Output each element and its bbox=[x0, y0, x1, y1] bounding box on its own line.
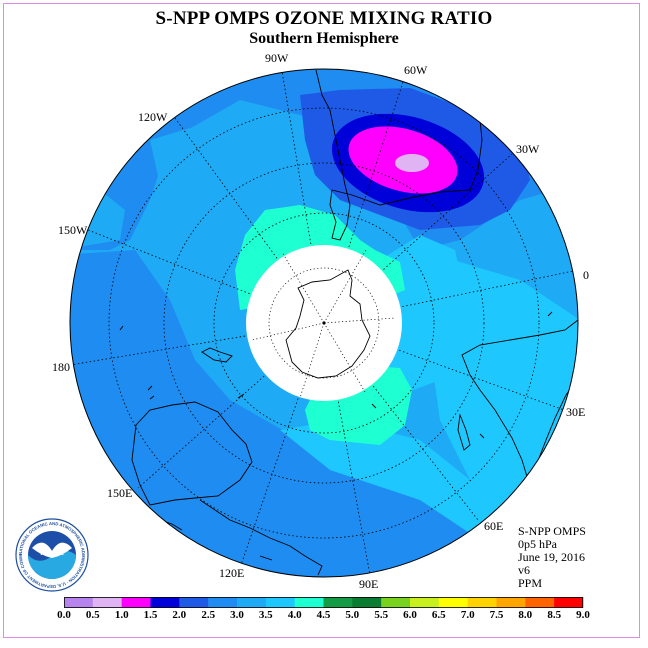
info-level: 0p5 hPa bbox=[518, 537, 557, 551]
colorbar-segment bbox=[150, 597, 180, 608]
colorbar-tick-label: 0.5 bbox=[85, 609, 100, 621]
ozone-contour-2.5-south bbox=[70, 250, 578, 577]
lon-label-30w: 30W bbox=[516, 142, 540, 156]
map-title: S-NPP OMPS OZONE MIXING RATIO bbox=[155, 8, 493, 29]
colorbar-tick-label: 4.0 bbox=[287, 609, 302, 621]
colorbar-segment bbox=[179, 597, 209, 608]
colorbar-segment bbox=[265, 597, 295, 608]
lon-label-90w: 90W bbox=[265, 51, 289, 65]
colorbar-segment bbox=[64, 597, 94, 608]
info-version: v6 bbox=[518, 563, 530, 577]
south-pole-marker bbox=[322, 321, 326, 325]
info-units: PPM bbox=[518, 576, 543, 590]
colorbar-tick-label: 2.5 bbox=[201, 609, 216, 621]
colorbar-tick-label: 1.5 bbox=[143, 609, 158, 621]
latitude-grid bbox=[108, 107, 540, 539]
noaa-logo-text: NOAA bbox=[40, 548, 64, 557]
colorbar-tick-label: 8.5 bbox=[547, 609, 562, 621]
ozone-contour-0.5 bbox=[395, 154, 429, 172]
colorbar-tick-label: 0.0 bbox=[57, 609, 71, 621]
lon-label-150w: 150W bbox=[58, 223, 88, 237]
colorbar-tick-label: 7.0 bbox=[460, 609, 475, 621]
colorbar-segment bbox=[323, 597, 353, 608]
map-subtitle: Southern Hemisphere bbox=[249, 30, 399, 47]
colorbar-tick-label: 3.5 bbox=[258, 609, 273, 621]
colorbar-tick-label: 6.5 bbox=[431, 609, 446, 621]
colorbar-segment bbox=[352, 597, 382, 608]
colorbar-segment bbox=[381, 597, 411, 608]
colorbar-tick-label: 6.0 bbox=[403, 609, 417, 621]
colorbar-tick-label: 1.0 bbox=[114, 609, 129, 621]
colorbar-segment bbox=[554, 597, 584, 608]
colorbar-segment bbox=[410, 597, 440, 608]
lon-label-60e: 60E bbox=[484, 519, 504, 533]
colorbar-tick-label: 4.5 bbox=[316, 609, 331, 621]
map-boundary bbox=[69, 68, 579, 578]
colorbar-segment bbox=[525, 597, 555, 608]
colorbar-segment bbox=[208, 597, 238, 608]
lon-label-60w: 60W bbox=[404, 63, 428, 77]
colorbar-segment bbox=[438, 597, 468, 608]
colorbar-segment bbox=[496, 597, 526, 608]
colorbar-tick-label: 5.5 bbox=[374, 609, 389, 621]
colorbar-segment bbox=[467, 597, 497, 608]
lon-label-0: 0 bbox=[583, 268, 589, 282]
colorbar-tick-label: 3.0 bbox=[230, 609, 244, 621]
lon-label-150e: 150E bbox=[107, 486, 133, 500]
colorbar-tick-label: 5.0 bbox=[345, 609, 360, 621]
lon-label-180: 180 bbox=[52, 360, 70, 374]
lon-label-120w: 120W bbox=[138, 110, 168, 124]
lon-label-90e: 90E bbox=[359, 577, 379, 591]
colorbar-tick-label: 7.5 bbox=[489, 609, 504, 621]
lon-label-120e: 120E bbox=[219, 566, 245, 580]
colorbar-segment bbox=[237, 597, 267, 608]
colorbar-tick-label: 8.0 bbox=[518, 609, 533, 621]
info-instrument: S-NPP OMPS bbox=[518, 524, 586, 538]
colorbar-segment bbox=[121, 597, 151, 608]
colorbar bbox=[64, 597, 584, 608]
noaa-logo: NATIONAL OCEANIC AND ATMOSPHERIC ADMINIS… bbox=[15, 518, 89, 592]
antarctica-coastline bbox=[285, 269, 371, 379]
colorbar-tick-label: 2.0 bbox=[172, 609, 187, 621]
colorbar-tick-label: 9.0 bbox=[576, 609, 590, 621]
lon-label-30e: 30E bbox=[566, 405, 586, 419]
colorbar-segment bbox=[294, 597, 324, 608]
info-date: June 19, 2016 bbox=[518, 550, 585, 564]
colorbar-segment bbox=[92, 597, 122, 608]
